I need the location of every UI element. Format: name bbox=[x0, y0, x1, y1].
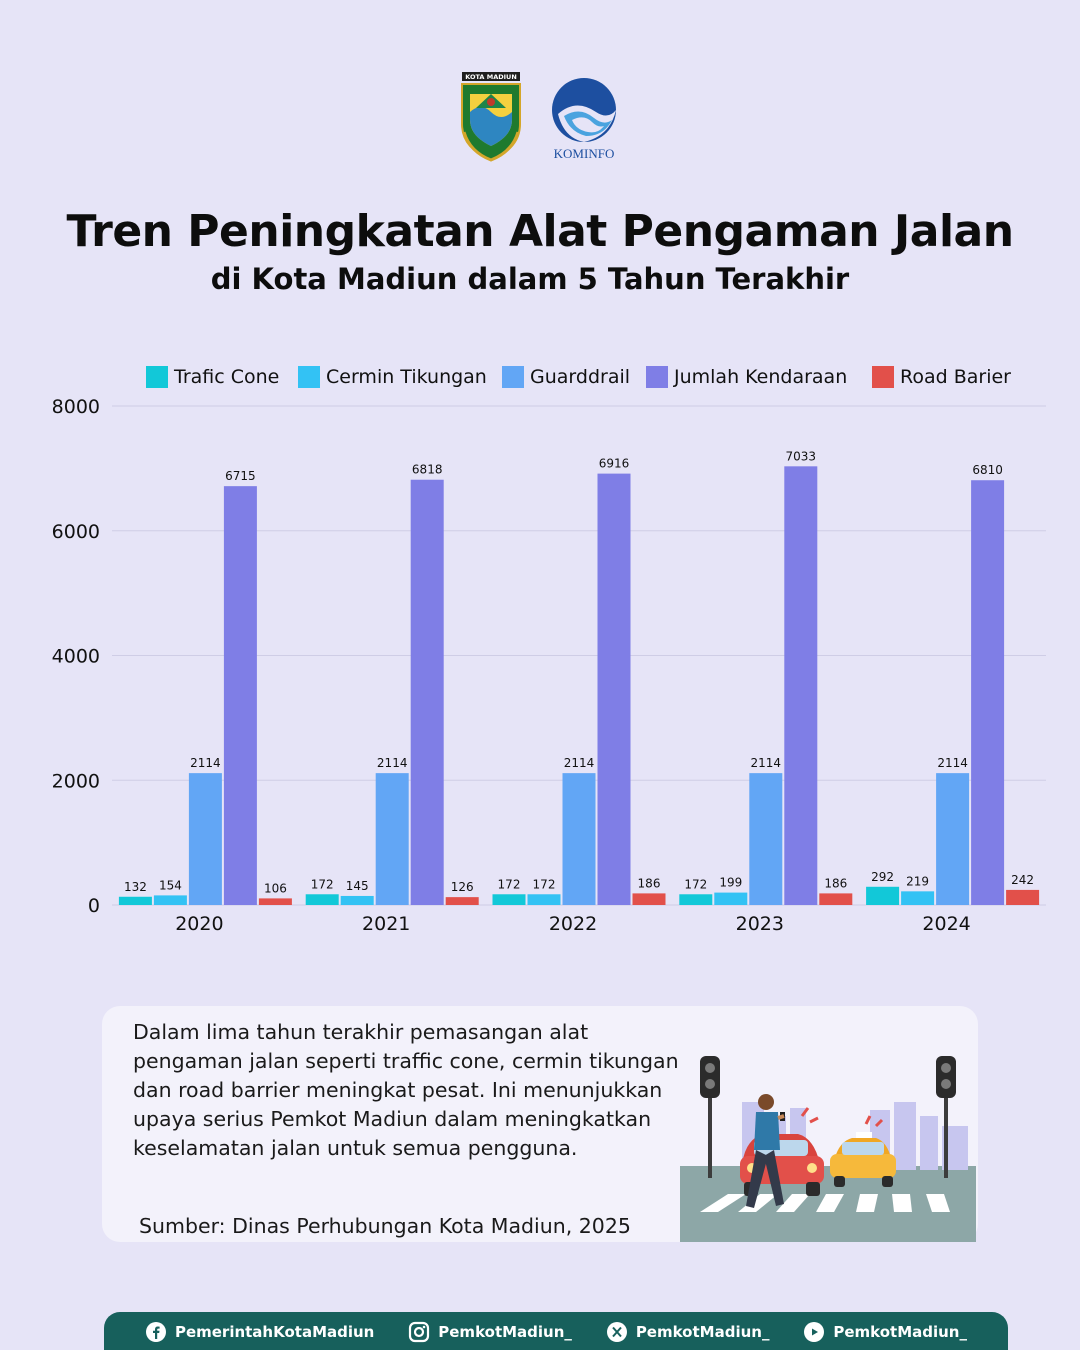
yellow-car bbox=[830, 1132, 896, 1187]
bar bbox=[258, 898, 292, 905]
data-label: 6818 bbox=[412, 463, 443, 477]
footer-bar: PemerintahKotaMadiun PemkotMadiun_ Pemko… bbox=[104, 1312, 1008, 1350]
data-label: 2114 bbox=[564, 756, 595, 770]
bar bbox=[784, 466, 818, 905]
data-label: 132 bbox=[124, 880, 147, 894]
bar bbox=[305, 894, 339, 905]
bar bbox=[527, 894, 561, 905]
bar bbox=[679, 894, 713, 905]
page-title: Tren Peningkatan Alat Pengaman Jalan bbox=[66, 206, 1014, 257]
source-text: Sumber: Dinas Perhubungan Kota Madiun, 2… bbox=[139, 1214, 631, 1238]
legend-label: Guarddrail bbox=[530, 366, 630, 388]
legend-swatch bbox=[872, 366, 894, 388]
x-tick-label: 2020 bbox=[175, 913, 223, 935]
bar bbox=[375, 773, 409, 905]
data-label: 7033 bbox=[786, 449, 817, 463]
bar bbox=[410, 479, 444, 905]
x-tick-label: 2024 bbox=[922, 913, 970, 935]
data-label: 219 bbox=[906, 874, 929, 888]
data-label: 2114 bbox=[751, 756, 782, 770]
data-label: 172 bbox=[533, 877, 556, 891]
legend-label: Jumlah Kendaraan bbox=[673, 366, 847, 388]
facebook-link[interactable]: PemerintahKotaMadiun bbox=[145, 1321, 374, 1343]
x-tick-label: 2022 bbox=[549, 913, 597, 935]
bar bbox=[597, 473, 631, 905]
facebook-handle: PemerintahKotaMadiun bbox=[174, 1323, 375, 1341]
description-card: Dalam lima tahun terakhir pemasangan ala… bbox=[102, 1006, 978, 1242]
bar bbox=[866, 886, 900, 905]
x-tick-label: 2021 bbox=[362, 913, 410, 935]
facebook-icon bbox=[145, 1322, 166, 1342]
bar bbox=[492, 894, 526, 905]
logos-row: KOTA MADIUN KOMINFO bbox=[0, 72, 1080, 167]
bar bbox=[188, 773, 222, 905]
pedestrian bbox=[746, 1094, 785, 1208]
y-tick-label: 2000 bbox=[52, 770, 100, 792]
data-label: 172 bbox=[498, 877, 521, 891]
bar bbox=[153, 895, 187, 905]
x-tick-label: 2023 bbox=[736, 913, 784, 935]
data-label: 145 bbox=[346, 879, 369, 893]
data-label: 106 bbox=[264, 881, 287, 895]
y-tick-label: 6000 bbox=[52, 521, 100, 543]
bar bbox=[901, 891, 935, 905]
svg-text:KOMINFO: KOMINFO bbox=[554, 146, 615, 161]
pedestrian-crossing-illustration bbox=[680, 1046, 976, 1242]
legend-label: Road Barier bbox=[900, 366, 1011, 388]
kominfo-logo: KOMINFO bbox=[552, 78, 616, 161]
bar bbox=[118, 896, 152, 905]
y-tick-label: 8000 bbox=[52, 396, 100, 418]
data-label: 199 bbox=[719, 876, 742, 890]
data-label: 292 bbox=[871, 870, 894, 884]
svg-text:KOTA MADIUN: KOTA MADIUN bbox=[465, 73, 517, 81]
data-label: 154 bbox=[159, 878, 182, 892]
instagram-handle: PemkotMadiun_ bbox=[438, 1323, 572, 1341]
data-label: 172 bbox=[311, 877, 334, 891]
x-icon bbox=[606, 1322, 627, 1342]
bar bbox=[819, 893, 853, 905]
data-label: 186 bbox=[638, 876, 661, 890]
data-label: 242 bbox=[1011, 873, 1034, 887]
legend-swatch bbox=[146, 366, 168, 388]
instagram-link[interactable]: PemkotMadiun_ bbox=[408, 1321, 572, 1343]
legend-label: Cermin Tikungan bbox=[326, 366, 487, 388]
bar bbox=[562, 773, 596, 905]
data-label: 2114 bbox=[937, 756, 968, 770]
bar bbox=[971, 480, 1005, 905]
traffic-light-left bbox=[700, 1056, 720, 1178]
bar-chart: 0 2000 4000 6000 8000 Trafic Cone Cermin Tikun… bbox=[52, 366, 1046, 935]
legend-swatch bbox=[502, 366, 524, 388]
bar bbox=[445, 897, 479, 905]
instagram-icon bbox=[409, 1321, 430, 1343]
bar bbox=[340, 895, 374, 905]
youtube-link[interactable]: PemkotMadiun_ bbox=[803, 1321, 967, 1343]
data-label: 6715 bbox=[225, 469, 256, 483]
kota-madiun-logo: KOTA MADIUN bbox=[461, 72, 521, 162]
x-link[interactable]: PemkotMadiun_ bbox=[606, 1321, 770, 1343]
data-label: 6916 bbox=[599, 457, 630, 471]
x-handle: PemkotMadiun_ bbox=[635, 1323, 770, 1341]
y-tick-label: 4000 bbox=[52, 646, 100, 668]
data-label: 186 bbox=[824, 876, 847, 890]
legend-label: Trafic Cone bbox=[173, 366, 279, 388]
data-label: 172 bbox=[684, 877, 707, 891]
youtube-icon bbox=[804, 1322, 825, 1342]
bar bbox=[1006, 889, 1040, 905]
data-label: 2114 bbox=[190, 756, 221, 770]
legend-swatch bbox=[298, 366, 320, 388]
traffic-light-right bbox=[936, 1056, 956, 1178]
youtube-handle: PemkotMadiun_ bbox=[833, 1323, 967, 1341]
page-subtitle: di Kota Madiun dalam 5 Tahun Terakhir bbox=[210, 262, 850, 296]
description-text: Dalam lima tahun terakhir pemasangan ala… bbox=[133, 1020, 686, 1160]
data-label: 126 bbox=[451, 880, 474, 894]
bar bbox=[223, 486, 257, 905]
data-label: 2114 bbox=[377, 756, 408, 770]
bar bbox=[632, 893, 666, 905]
y-tick-label: 0 bbox=[88, 895, 100, 917]
bar bbox=[936, 773, 970, 905]
legend-swatch bbox=[646, 366, 668, 388]
data-label: 6810 bbox=[972, 463, 1003, 477]
bar bbox=[714, 892, 748, 905]
bar bbox=[749, 773, 783, 905]
